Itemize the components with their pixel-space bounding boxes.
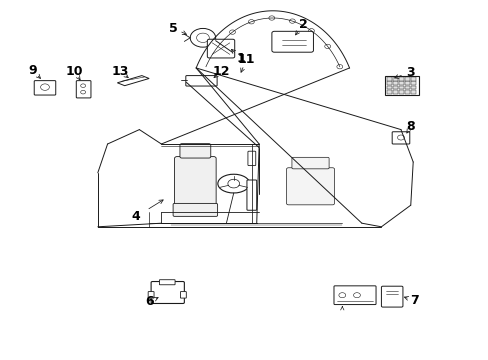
FancyBboxPatch shape	[34, 81, 56, 95]
Bar	[392, 81, 397, 85]
Text: 5: 5	[169, 22, 178, 35]
Text: 7: 7	[409, 294, 418, 307]
Bar	[392, 90, 397, 94]
FancyBboxPatch shape	[384, 76, 418, 95]
Text: 12: 12	[212, 65, 230, 78]
FancyBboxPatch shape	[381, 286, 402, 307]
Bar	[404, 77, 409, 81]
Text: 10: 10	[65, 65, 83, 78]
FancyBboxPatch shape	[76, 81, 91, 98]
Bar	[398, 81, 403, 85]
Bar	[386, 77, 391, 81]
FancyBboxPatch shape	[174, 157, 216, 207]
FancyBboxPatch shape	[151, 282, 184, 303]
FancyBboxPatch shape	[148, 292, 154, 298]
Bar	[386, 86, 391, 89]
Bar	[386, 90, 391, 94]
FancyBboxPatch shape	[247, 151, 255, 166]
Text: 4: 4	[131, 210, 140, 223]
Bar	[386, 81, 391, 85]
Bar	[410, 86, 415, 89]
Polygon shape	[117, 76, 149, 86]
FancyBboxPatch shape	[391, 132, 409, 144]
FancyBboxPatch shape	[271, 31, 313, 52]
Bar	[398, 86, 403, 89]
Text: 6: 6	[145, 295, 154, 308]
FancyBboxPatch shape	[207, 39, 234, 58]
Text: 11: 11	[237, 53, 255, 66]
Bar	[392, 86, 397, 89]
Bar	[410, 90, 415, 94]
FancyBboxPatch shape	[159, 280, 175, 285]
Text: 1: 1	[236, 52, 244, 65]
Text: 2: 2	[298, 18, 307, 31]
Bar	[404, 90, 409, 94]
Bar	[398, 90, 403, 94]
Bar	[398, 77, 403, 81]
Bar	[410, 81, 415, 85]
Bar	[404, 81, 409, 85]
FancyBboxPatch shape	[180, 292, 186, 298]
Text: 9: 9	[28, 64, 37, 77]
Bar	[410, 77, 415, 81]
FancyBboxPatch shape	[246, 180, 256, 210]
FancyBboxPatch shape	[180, 144, 210, 158]
FancyBboxPatch shape	[333, 286, 375, 305]
FancyBboxPatch shape	[185, 76, 217, 86]
FancyBboxPatch shape	[286, 168, 334, 205]
FancyBboxPatch shape	[173, 203, 217, 216]
FancyBboxPatch shape	[291, 157, 328, 169]
Text: 3: 3	[406, 66, 414, 78]
Bar	[404, 86, 409, 89]
Bar	[392, 77, 397, 81]
Text: 8: 8	[406, 120, 414, 133]
Text: 13: 13	[111, 65, 129, 78]
